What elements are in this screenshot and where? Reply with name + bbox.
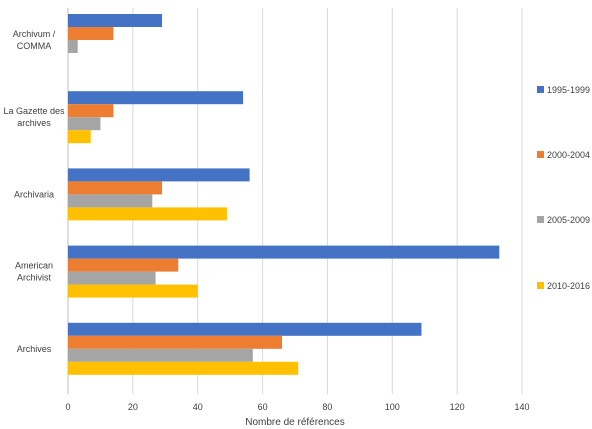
bar — [68, 207, 227, 221]
legend-label: 2010-2016 — [547, 281, 590, 291]
bar — [68, 361, 299, 375]
bar — [68, 27, 114, 40]
x-tick-labels: 0 20 40 60 80 100 120 140 — [65, 402, 529, 412]
legend-label: 1995-1999 — [547, 85, 590, 95]
bar — [68, 348, 253, 362]
gridlines — [67, 8, 523, 394]
category-label: Archives — [17, 344, 52, 354]
category-labels: Archivum / COMMA La Gazette des archives Arc… — [3, 29, 65, 354]
category-label: Archivaria — [14, 189, 54, 199]
x-axis-title: Nombre de références — [245, 417, 345, 428]
bar — [68, 104, 114, 118]
x-tick-label: 60 — [258, 402, 268, 412]
bar — [68, 335, 283, 349]
bar — [68, 117, 101, 131]
bar — [68, 14, 163, 27]
bar — [68, 322, 422, 336]
bars — [68, 14, 500, 375]
legend-swatch — [537, 151, 544, 158]
legend-swatch — [537, 282, 544, 289]
x-tick-label: 0 — [65, 402, 70, 412]
bar — [68, 258, 179, 272]
legend-swatch — [537, 216, 544, 223]
bar — [68, 168, 250, 182]
bar — [68, 181, 163, 195]
category-label: American Archivist — [15, 261, 53, 283]
bar — [68, 271, 156, 285]
legend: 1995-1999 2000-2004 2005-2009 2010-2016 — [537, 85, 590, 291]
bar — [68, 91, 244, 105]
x-tick-label: 140 — [514, 402, 529, 412]
legend-swatch — [537, 86, 544, 93]
bar — [68, 40, 78, 53]
bar — [68, 194, 153, 208]
x-tick-label: 20 — [128, 402, 138, 412]
x-tick-label: 100 — [385, 402, 400, 412]
legend-label: 2000-2004 — [547, 150, 590, 160]
category-label: La Gazette des archives — [3, 106, 65, 128]
legend-label: 2005-2009 — [547, 215, 590, 225]
bar — [68, 245, 500, 259]
x-tick-label: 120 — [450, 402, 465, 412]
x-tick-label: 80 — [322, 402, 332, 412]
category-label: Archivum / COMMA — [13, 29, 56, 51]
bar — [68, 130, 91, 144]
x-tick-label: 40 — [193, 402, 203, 412]
bar — [68, 284, 198, 298]
